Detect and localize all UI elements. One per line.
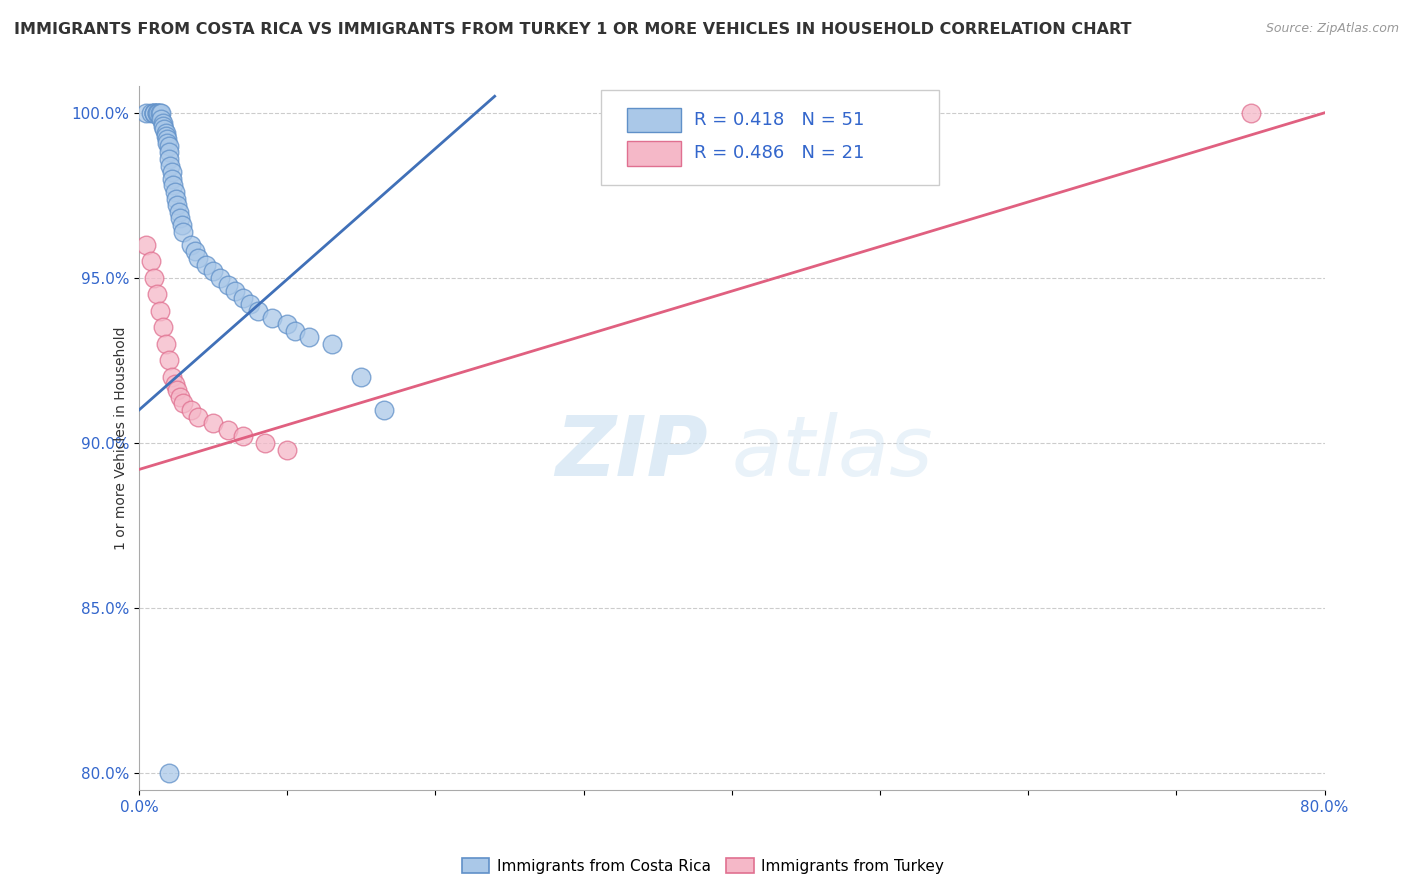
Point — [156, 132, 179, 146]
Point — [135, 105, 157, 120]
Y-axis label: 1 or more Vehicles in Household: 1 or more Vehicles in Household — [114, 326, 128, 549]
Text: Source: ZipAtlas.com: Source: ZipAtlas.com — [1265, 22, 1399, 36]
Point — [142, 105, 165, 120]
Point — [152, 320, 174, 334]
Point — [167, 205, 190, 219]
Text: R = 0.418   N = 51: R = 0.418 N = 51 — [693, 112, 865, 129]
Text: ZIP: ZIP — [555, 412, 709, 492]
Point — [139, 254, 162, 268]
Point — [232, 291, 254, 305]
Point — [276, 317, 298, 331]
Point — [246, 304, 269, 318]
Point — [166, 198, 188, 212]
Point — [276, 442, 298, 457]
FancyBboxPatch shape — [627, 108, 681, 132]
Point — [187, 409, 209, 424]
Point — [169, 390, 191, 404]
Point — [157, 145, 180, 160]
Legend: Immigrants from Costa Rica, Immigrants from Turkey: Immigrants from Costa Rica, Immigrants f… — [456, 852, 950, 880]
Point — [202, 416, 225, 430]
Point — [153, 122, 176, 136]
Point — [321, 337, 343, 351]
Point — [284, 324, 307, 338]
Point — [148, 105, 170, 120]
Point — [145, 287, 167, 301]
Point — [350, 370, 373, 384]
Text: IMMIGRANTS FROM COSTA RICA VS IMMIGRANTS FROM TURKEY 1 OR MORE VEHICLES IN HOUSE: IMMIGRANTS FROM COSTA RICA VS IMMIGRANTS… — [14, 22, 1132, 37]
Text: R = 0.486   N = 21: R = 0.486 N = 21 — [693, 145, 865, 162]
Point — [160, 171, 183, 186]
Point — [163, 376, 186, 391]
Point — [157, 138, 180, 153]
Point — [150, 112, 173, 127]
Point — [145, 105, 167, 120]
Point — [180, 238, 202, 252]
Point — [163, 185, 186, 199]
Point — [156, 136, 179, 150]
Point — [142, 105, 165, 120]
Point — [150, 105, 173, 120]
Point — [142, 105, 165, 120]
Point — [155, 337, 177, 351]
Point — [180, 403, 202, 417]
Point — [217, 277, 239, 292]
Point — [166, 383, 188, 397]
Point — [232, 429, 254, 443]
Point — [239, 297, 262, 311]
Point — [187, 251, 209, 265]
Point — [262, 310, 284, 325]
Point — [139, 105, 162, 120]
Point — [157, 152, 180, 166]
Point — [202, 264, 225, 278]
Point — [298, 330, 321, 344]
Point — [172, 396, 194, 410]
Point — [160, 370, 183, 384]
Point — [172, 225, 194, 239]
Text: atlas: atlas — [731, 412, 934, 492]
Point — [155, 126, 177, 140]
Point — [149, 304, 172, 318]
Point — [157, 353, 180, 368]
Point — [169, 211, 191, 226]
Point — [157, 766, 180, 780]
FancyBboxPatch shape — [627, 141, 681, 166]
Point — [142, 271, 165, 285]
Point — [184, 244, 207, 259]
Point — [253, 436, 276, 450]
Point — [373, 403, 395, 417]
Point — [159, 159, 181, 173]
Point — [1239, 105, 1261, 120]
Point — [224, 284, 246, 298]
Point — [145, 105, 167, 120]
Point — [155, 128, 177, 143]
Point — [135, 238, 157, 252]
Point — [217, 423, 239, 437]
Point — [165, 192, 187, 206]
Point — [160, 165, 183, 179]
Point — [209, 271, 232, 285]
Point — [170, 218, 193, 232]
Point — [194, 258, 217, 272]
FancyBboxPatch shape — [602, 90, 939, 185]
Point — [162, 178, 184, 193]
Point — [152, 116, 174, 130]
Point — [152, 119, 174, 133]
Point — [149, 105, 172, 120]
